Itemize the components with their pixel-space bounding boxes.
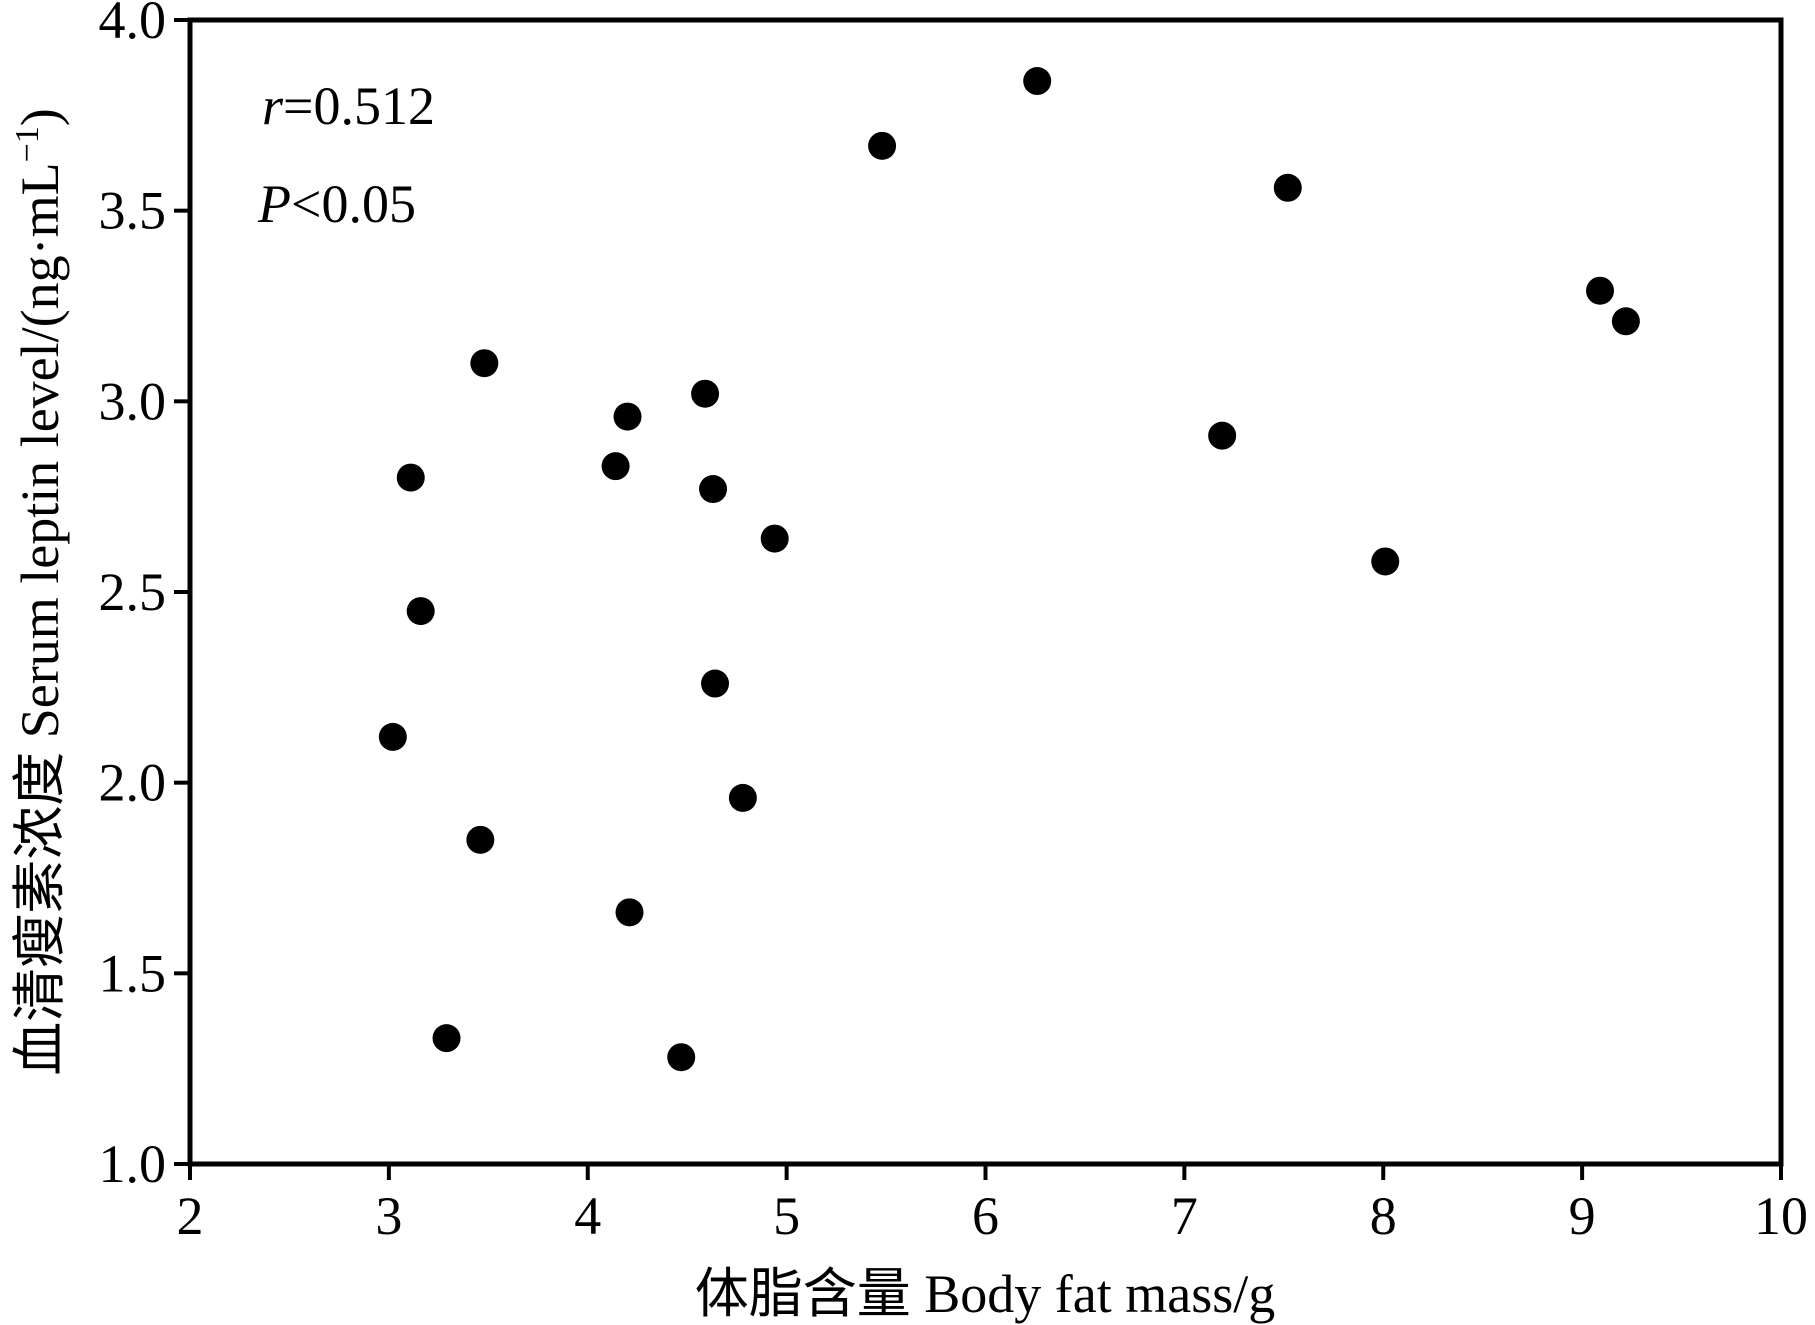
scatter-point <box>378 722 407 751</box>
scatter-point <box>728 783 757 812</box>
x-axis-title: 体脂含量 Body fat mass/g <box>695 1264 1275 1324</box>
r-annotation: r=0.512 <box>262 76 435 136</box>
scatter-point <box>868 131 897 160</box>
scatter-point <box>466 825 495 854</box>
scatter-point <box>406 597 435 626</box>
y-tick-label: 1.5 <box>99 943 167 1003</box>
data-points <box>378 67 1640 1072</box>
x-tick-label: 2 <box>177 1186 204 1246</box>
scatter-point <box>1586 276 1615 305</box>
scatter-point <box>760 524 789 553</box>
y-axis-title-sup: −1 <box>9 126 46 162</box>
y-tick-label: 2.0 <box>99 753 167 813</box>
scatter-point <box>396 463 425 492</box>
y-tick-label: 4.0 <box>99 0 167 50</box>
y-tick-label: 1.0 <box>99 1134 167 1194</box>
scatter-point <box>701 669 730 698</box>
x-axis-ticks: 2 3 4 5 6 7 8 9 10 <box>177 1164 1808 1246</box>
scatter-point <box>699 475 728 504</box>
scatter-point <box>1208 421 1237 450</box>
scatter-point <box>667 1043 696 1072</box>
x-tick-label: 5 <box>773 1186 800 1246</box>
scatter-point <box>1023 67 1052 96</box>
y-tick-label: 3.5 <box>99 181 167 241</box>
plot-frame <box>187 17 1784 1167</box>
scatter-point <box>601 452 630 481</box>
y-tick-label: 3.0 <box>99 371 167 431</box>
r-value: =0.512 <box>283 76 435 136</box>
p-symbol: P <box>257 174 291 234</box>
y-axis-title-close: ) <box>10 108 70 126</box>
scatter-point <box>691 379 720 408</box>
scatter-point <box>432 1024 461 1053</box>
x-tick-label: 10 <box>1754 1186 1808 1246</box>
x-tick-label: 8 <box>1370 1186 1397 1246</box>
scatter-point <box>1611 307 1640 336</box>
y-axis-title: 血清瘦素浓度 Serum leptin level/(ng·mL−1) <box>9 108 70 1076</box>
scatter-point <box>613 402 642 431</box>
x-tick-label: 9 <box>1569 1186 1596 1246</box>
y-axis-ticks: 1.0 1.5 2.0 2.5 3.0 3.5 4.0 <box>99 0 190 1194</box>
scatter-point <box>1273 173 1302 202</box>
y-tick-label: 2.5 <box>99 562 167 622</box>
p-value: <0.05 <box>291 174 416 234</box>
y-axis-title-main: 血清瘦素浓度 Serum leptin level/(ng·mL <box>10 162 70 1075</box>
p-annotation: P<0.05 <box>257 174 416 234</box>
scatter-point <box>615 898 644 927</box>
scatter-point <box>470 349 499 378</box>
r-symbol: r <box>262 76 284 136</box>
x-tick-label: 4 <box>574 1186 601 1246</box>
scatter-point <box>1371 547 1400 576</box>
x-tick-label: 7 <box>1171 1186 1198 1246</box>
x-tick-label: 6 <box>972 1186 999 1246</box>
x-tick-label: 3 <box>375 1186 402 1246</box>
